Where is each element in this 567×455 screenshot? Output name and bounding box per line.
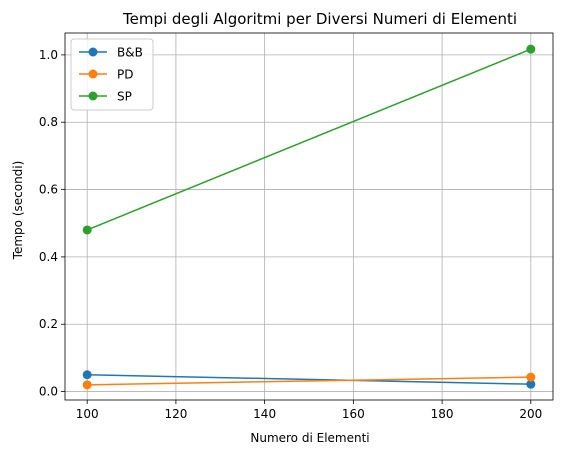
x-tick-label: 200 xyxy=(519,407,542,421)
x-tick-label: 180 xyxy=(431,407,454,421)
legend-marker xyxy=(88,47,98,57)
data-point-bb xyxy=(526,379,536,389)
grid-lines xyxy=(65,33,553,400)
y-tick-label: 0.2 xyxy=(39,317,58,331)
x-axis-ticks: 100 120 140 160 180 200 xyxy=(76,400,542,421)
y-tick-label: 1.0 xyxy=(39,48,58,62)
plot-area-frame xyxy=(64,32,554,401)
chart-title: Tempi degli Algoritmi per Diversi Numeri… xyxy=(122,10,517,28)
series-pd xyxy=(82,372,536,390)
x-tick-label: 120 xyxy=(164,407,187,421)
series-sp xyxy=(82,44,536,235)
x-tick-label: 140 xyxy=(253,407,276,421)
data-series xyxy=(82,44,536,390)
data-point-sp xyxy=(526,44,536,54)
legend-marker xyxy=(88,91,98,101)
series-line-pd xyxy=(87,376,531,386)
legend-marker xyxy=(88,69,98,79)
series-line-sp xyxy=(86,48,532,231)
x-tick-label: 160 xyxy=(342,407,365,421)
series-line-bb xyxy=(87,373,531,385)
legend-label: B&B xyxy=(117,46,143,60)
data-point-pd xyxy=(82,380,92,390)
y-tick-label: 0.0 xyxy=(39,385,58,399)
y-axis-label: Tempo (secondi) xyxy=(11,161,25,261)
y-tick-label: 0.8 xyxy=(39,115,58,129)
legend-item-bb: B&B xyxy=(79,46,143,60)
legend-label: SP xyxy=(117,90,132,104)
data-point-sp xyxy=(82,225,92,235)
series-bb xyxy=(82,370,536,389)
data-point-pd xyxy=(526,372,536,382)
x-tick-label: 100 xyxy=(76,407,99,421)
legend-item-sp: SP xyxy=(79,90,132,104)
legend-label: PD xyxy=(117,68,133,82)
y-axis-ticks: 0.0 0.2 0.4 0.6 0.8 1.0 xyxy=(39,48,65,399)
legend: B&B PD SP xyxy=(70,38,154,111)
data-point-bb xyxy=(82,370,92,380)
y-tick-label: 0.4 xyxy=(39,250,58,264)
y-tick-label: 0.6 xyxy=(39,183,58,197)
x-axis-label: Numero di Elementi xyxy=(250,431,369,445)
legend-item-pd: PD xyxy=(79,68,133,82)
